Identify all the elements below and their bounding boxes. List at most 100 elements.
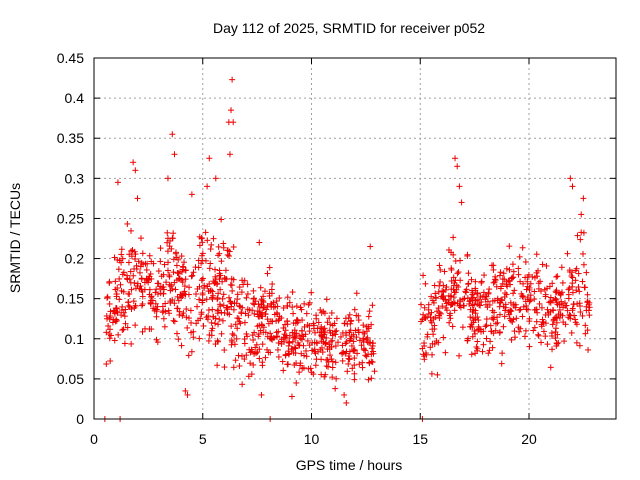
- data-point: [358, 342, 365, 349]
- data-point: [223, 276, 230, 283]
- data-point: [126, 276, 133, 283]
- data-point: [256, 355, 263, 362]
- data-point: [305, 301, 312, 308]
- data-point: [565, 291, 572, 298]
- data-point: [544, 341, 551, 348]
- data-point: [474, 289, 481, 296]
- data-point: [160, 315, 167, 322]
- data-point: [365, 313, 372, 320]
- data-point: [118, 312, 125, 319]
- data-point: [233, 335, 240, 342]
- data-point: [157, 245, 164, 252]
- data-point: [573, 321, 580, 328]
- data-point: [278, 340, 285, 347]
- data-point: [124, 275, 131, 282]
- data-point: [326, 315, 333, 322]
- data-point: [353, 290, 360, 297]
- data-point: [169, 235, 176, 242]
- data-point: [291, 333, 298, 340]
- data-point: [105, 322, 112, 329]
- data-point: [112, 305, 119, 312]
- data-point: [328, 344, 335, 351]
- data-point: [550, 307, 557, 314]
- data-point: [236, 362, 243, 369]
- data-point: [546, 283, 553, 290]
- data-point: [564, 250, 571, 257]
- data-point: [508, 275, 515, 282]
- data-point: [460, 302, 467, 309]
- data-point: [229, 76, 236, 83]
- data-point: [264, 270, 271, 277]
- data-point: [119, 255, 126, 262]
- data-point: [569, 289, 576, 296]
- data-point: [259, 359, 266, 366]
- data-point: [515, 265, 522, 272]
- x-tick-label: 10: [304, 431, 320, 447]
- data-point: [459, 324, 466, 331]
- data-point: [481, 272, 488, 279]
- data-point: [365, 351, 372, 358]
- data-point: [104, 294, 111, 301]
- data-point: [144, 276, 151, 283]
- data-point: [360, 322, 367, 329]
- data-point: [227, 298, 234, 305]
- data-point: [564, 307, 571, 314]
- data-point: [188, 348, 195, 355]
- data-point: [428, 309, 435, 316]
- tick-labels: 0 0.05 0.1 0.15 0.2 0.25 0.3 0.35 0.4 0.45 0 5 10 15 2…: [57, 50, 537, 447]
- data-point: [351, 355, 358, 362]
- axis-ticks: [93, 57, 616, 420]
- data-point: [280, 324, 287, 331]
- data-point: [228, 107, 235, 114]
- data-point: [297, 304, 304, 311]
- data-point: [468, 276, 475, 283]
- data-point: [367, 243, 374, 250]
- data-point: [461, 295, 468, 302]
- data-point: [194, 303, 201, 310]
- data-point: [221, 364, 228, 371]
- data-point: [170, 230, 177, 237]
- data-point: [480, 289, 487, 296]
- data-point: [543, 262, 550, 269]
- data-point: [448, 301, 455, 308]
- y-tick-label: 0.15: [57, 291, 84, 307]
- data-point: [440, 334, 447, 341]
- data-point: [466, 298, 473, 305]
- data-point: [342, 340, 349, 347]
- data-point: [548, 330, 555, 337]
- data-point: [106, 326, 113, 333]
- data-point: [467, 314, 474, 321]
- data-point: [463, 286, 470, 293]
- data-point: [203, 314, 210, 321]
- data-point: [460, 296, 467, 303]
- data-point: [442, 349, 449, 356]
- data-point: [267, 330, 274, 337]
- data-point: [266, 290, 273, 297]
- data-point: [420, 311, 427, 318]
- data-point: [199, 297, 206, 304]
- data-point: [181, 259, 188, 266]
- data-point: [243, 294, 250, 301]
- y-tick-label: 0: [76, 411, 84, 427]
- data-point: [253, 350, 260, 357]
- data-points: [101, 76, 593, 422]
- data-point: [435, 288, 442, 295]
- data-point: [172, 250, 179, 257]
- data-point: [576, 288, 583, 295]
- data-point: [354, 350, 361, 357]
- data-point: [436, 309, 443, 316]
- data-point: [141, 286, 148, 293]
- data-point: [363, 323, 370, 330]
- data-point: [501, 276, 508, 283]
- data-point: [318, 338, 325, 345]
- x-tick-label: 20: [521, 431, 537, 447]
- data-point: [116, 296, 123, 303]
- data-point: [106, 300, 113, 307]
- data-point: [199, 290, 206, 297]
- data-point: [188, 191, 195, 198]
- data-point: [118, 251, 125, 258]
- data-point: [280, 304, 287, 311]
- data-point: [329, 364, 336, 371]
- data-point: [190, 269, 197, 276]
- data-point: [197, 315, 204, 322]
